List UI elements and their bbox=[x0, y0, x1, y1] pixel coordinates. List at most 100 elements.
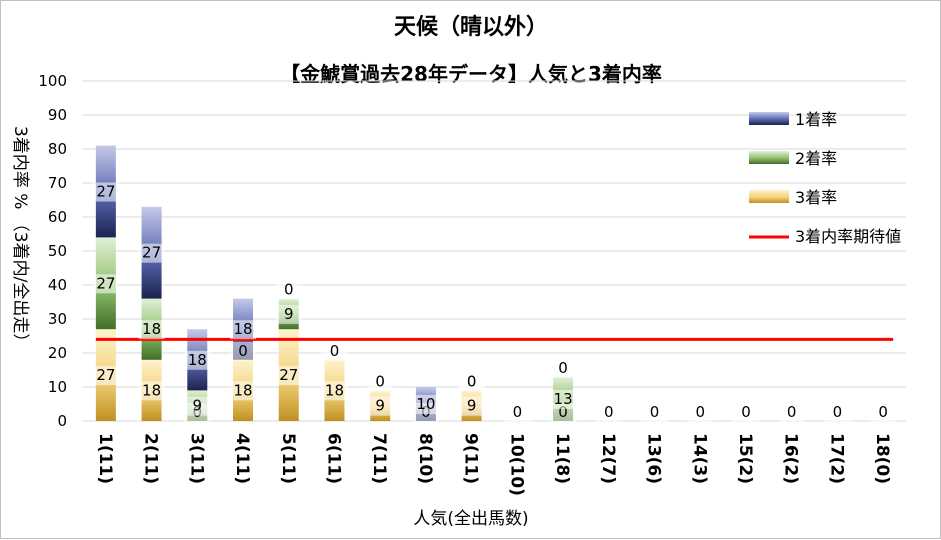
data-label-3rd: 0 bbox=[878, 403, 888, 421]
x-tick-label: 3(11) bbox=[186, 433, 206, 484]
data-label-1st: 0 bbox=[558, 359, 568, 377]
data-label-2nd: 27 bbox=[96, 274, 115, 292]
data-label-bg bbox=[138, 243, 165, 263]
x-tick-label: 17(2) bbox=[826, 433, 846, 484]
y-tick-label: 100 bbox=[38, 72, 67, 90]
data-label-3rd: 27 bbox=[96, 366, 115, 384]
data-label-bg bbox=[687, 403, 714, 422]
data-label-1st: 0 bbox=[467, 372, 477, 390]
legend-swatch-2nd bbox=[749, 151, 789, 164]
data-label-bg bbox=[870, 403, 897, 422]
x-tick-label: 18(0) bbox=[872, 433, 892, 484]
data-label-bg bbox=[595, 403, 622, 422]
data-label-bg bbox=[230, 381, 257, 401]
x-axis-label: 人気(全出馬数) bbox=[413, 509, 528, 529]
legend-swatch-1st bbox=[749, 112, 789, 125]
data-label-1st: 0 bbox=[330, 342, 340, 360]
data-label-bg bbox=[92, 366, 119, 386]
y-tick-label: 90 bbox=[48, 106, 67, 124]
data-label-1st: 27 bbox=[96, 183, 115, 201]
data-label-bg bbox=[184, 350, 211, 370]
data-label-bg bbox=[138, 320, 165, 340]
data-label-bg bbox=[275, 280, 302, 300]
x-tick-label: 8(10) bbox=[415, 433, 435, 484]
x-tick-label: 13(6) bbox=[644, 433, 664, 484]
data-label-3rd: 27 bbox=[279, 366, 298, 384]
data-label-2nd: 13 bbox=[554, 390, 573, 408]
data-label-3rd: 9 bbox=[375, 397, 385, 415]
legend-swatch-3rd bbox=[749, 190, 789, 203]
x-axis-ticks: 1(11) 2(11) 3(11) 4(11) 5(11) 6(11) 7(11) 8(10)… bbox=[95, 433, 892, 496]
data-label-2nd: 0 bbox=[238, 342, 248, 360]
y-tick-label: 10 bbox=[48, 378, 67, 396]
data-label-bg bbox=[275, 366, 302, 386]
data-label-1st: 18 bbox=[188, 351, 207, 369]
data-label-1st: 18 bbox=[233, 320, 252, 338]
data-label-bg bbox=[138, 381, 165, 401]
data-label-bg bbox=[321, 381, 348, 401]
data-label-3rd: 18 bbox=[325, 381, 344, 399]
data-label-bg bbox=[92, 274, 119, 294]
data-label-3rd: 18 bbox=[142, 381, 161, 399]
data-label-3rd: 0 bbox=[741, 403, 751, 421]
x-tick-label: 5(11) bbox=[278, 433, 298, 484]
data-label-bg bbox=[92, 182, 119, 202]
data-label-bg bbox=[504, 403, 531, 422]
x-tick-label: 4(11) bbox=[232, 433, 252, 484]
x-tick-label: 12(7) bbox=[598, 433, 618, 484]
data-label-bg bbox=[230, 341, 257, 361]
data-label-3rd: 0 bbox=[650, 403, 660, 421]
x-tick-label: 11(8) bbox=[552, 433, 572, 484]
data-label-bg bbox=[458, 396, 485, 416]
y-axis-label: 3着内率 % （3着内/全出走） bbox=[10, 126, 30, 350]
data-label-bg bbox=[641, 403, 668, 422]
x-tick-label: 2(11) bbox=[141, 433, 161, 484]
y-tick-label: 70 bbox=[48, 174, 67, 192]
data-label-bg bbox=[367, 396, 394, 416]
data-label-1st: 10 bbox=[416, 395, 435, 413]
bars bbox=[95, 145, 574, 421]
data-label-1st: 0 bbox=[375, 372, 385, 390]
data-label-2nd: 9 bbox=[193, 397, 203, 415]
y-axis-ticks: 0 10 20 30 40 50 60 70 80 90 100 bbox=[38, 72, 67, 430]
data-label-bg bbox=[550, 358, 577, 378]
y-tick-label: 20 bbox=[48, 344, 67, 362]
y-tick-label: 60 bbox=[48, 208, 67, 226]
data-label-3rd: 0 bbox=[604, 403, 614, 421]
x-tick-label: 7(11) bbox=[369, 433, 389, 484]
data-label-bg bbox=[275, 304, 302, 324]
data-label-bg bbox=[732, 403, 759, 422]
legend-label-2nd: 2着率 bbox=[795, 149, 837, 168]
data-labels: 2727271818270918180182790180900109000013… bbox=[92, 182, 897, 422]
data-label-1st: 27 bbox=[142, 244, 161, 262]
data-label-bg bbox=[367, 372, 394, 392]
legend-label-3rd: 3着率 bbox=[795, 188, 837, 207]
y-tick-label: 30 bbox=[48, 310, 67, 328]
data-label-3rd: 0 bbox=[695, 403, 705, 421]
data-label-bg bbox=[230, 320, 257, 340]
x-tick-label: 9(11) bbox=[461, 433, 481, 484]
legend: 1着率 2着率 3着率 3着内率期待値 bbox=[749, 110, 901, 246]
x-tick-label: 1(11) bbox=[95, 433, 115, 484]
data-label-3rd: 0 bbox=[833, 403, 843, 421]
y-tick-label: 0 bbox=[57, 412, 67, 430]
data-label-3rd: 0 bbox=[787, 403, 797, 421]
legend-label-expected: 3着内率期待値 bbox=[795, 227, 901, 246]
chart-title: 天候（晴以外） bbox=[394, 14, 548, 40]
data-label-2nd: 18 bbox=[142, 320, 161, 338]
data-label-3rd: 0 bbox=[513, 403, 523, 421]
x-tick-label: 6(11) bbox=[323, 433, 343, 484]
y-tick-label: 80 bbox=[48, 140, 67, 158]
x-tick-label: 10(10) bbox=[506, 433, 526, 496]
data-label-bg bbox=[321, 341, 348, 361]
x-tick-label: 15(2) bbox=[735, 433, 755, 484]
y-tick-label: 40 bbox=[48, 276, 67, 294]
x-tick-label: 16(2) bbox=[781, 433, 801, 484]
chart-subtitle: 【金鯱賞過去28年データ】人気と3着内率 bbox=[280, 62, 662, 86]
data-label-3rd: 18 bbox=[233, 381, 252, 399]
data-label-2nd: 9 bbox=[284, 305, 294, 323]
y-tick-label: 50 bbox=[48, 242, 67, 260]
data-label-bg bbox=[550, 389, 577, 409]
